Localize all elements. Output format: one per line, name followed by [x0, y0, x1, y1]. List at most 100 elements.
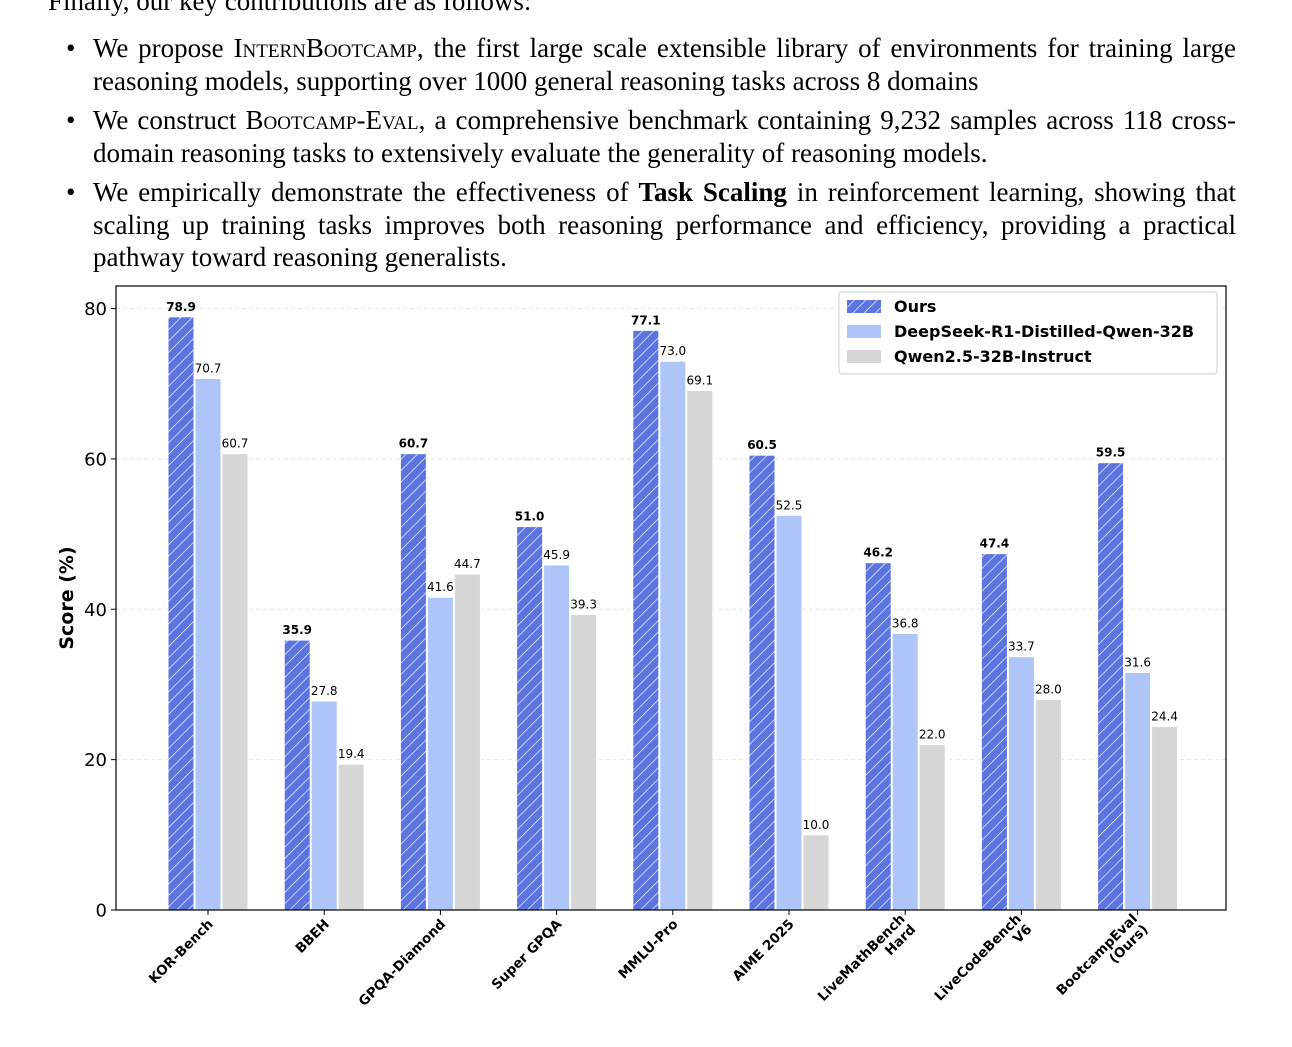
x-tick-label-line: GPQA-Diamond — [356, 916, 449, 1009]
legend: Ours DeepSeek-R1-Distilled-Qwen-32B Qwen2.… — [838, 291, 1218, 375]
bar-2-7 — [1034, 698, 1062, 911]
legend-label-2: Qwen2.5-32B-Instruct — [894, 347, 1092, 366]
x-tick-label-line: LiveMathBench — [815, 911, 909, 1005]
data-label-0-2: 60.7 — [399, 437, 429, 451]
bar-hatch-0-0 — [168, 316, 194, 910]
data-label-1-5: 52.5 — [776, 498, 803, 512]
data-label-0-3: 51.0 — [515, 510, 545, 524]
data-labels: 78.9 35.9 60.7 51.0 77.1 60.5 46.2 47.4 59.5 70.7… — [166, 300, 1178, 832]
x-tick-label-4: MMLU-Pro — [615, 916, 681, 982]
bullet1-name-part1: Intern — [233, 33, 306, 63]
legend-swatch-hatch-0 — [847, 300, 881, 313]
bullet3-post: in reinforcement learning, showing that … — [93, 177, 1237, 272]
legend-label-1: DeepSeek-R1-Distilled-Qwen-32B — [894, 322, 1194, 341]
x-tick-label-7: LiveCodeBenchV6 — [932, 911, 1036, 1015]
data-label-2-6: 22.0 — [919, 728, 946, 742]
legend-box — [838, 291, 1218, 375]
data-label-1-4: 73.0 — [659, 344, 686, 358]
bar-hatch-0-4 — [632, 330, 659, 910]
data-label-1-3: 45.9 — [543, 548, 570, 562]
data-label-2-3: 39.3 — [570, 598, 597, 612]
bar-1-5 — [775, 514, 803, 911]
x-tick-label-line: KOR-Bench — [146, 916, 217, 987]
data-label-0-8: 59.5 — [1096, 446, 1126, 460]
x-tick-label-6: LiveMathBenchHard — [815, 911, 919, 1015]
data-label-2-2: 44.7 — [454, 557, 481, 571]
data-label-0-4: 77.1 — [631, 313, 661, 327]
data-label-2-7: 28.0 — [1035, 682, 1062, 696]
bullet2-pre: We construct — [93, 105, 246, 135]
bar-hatch-0-8 — [1097, 462, 1124, 910]
x-tick-label-5: AIME 2025 — [729, 916, 797, 984]
y-tick-label-60: 60 — [84, 449, 107, 470]
data-label-2-8: 24.4 — [1151, 710, 1178, 724]
data-label-0-5: 60.5 — [747, 438, 777, 452]
bar-1-0 — [194, 377, 222, 911]
data-label-0-6: 46.2 — [863, 546, 893, 560]
bullet2-name-separator: - — [356, 105, 366, 135]
bar-hatch-0-6 — [865, 562, 892, 910]
y-tick-label-20: 20 — [84, 750, 107, 771]
data-label-1-7: 33.7 — [1008, 640, 1035, 654]
bullet1-post: , the first large scale extensible libra… — [93, 33, 1236, 96]
bar-2-5 — [802, 834, 830, 911]
bar-1-4 — [659, 360, 687, 911]
plot-frame — [115, 285, 1227, 911]
bar-1-2 — [426, 596, 454, 911]
x-tick-label-line: AIME 2025 — [729, 916, 797, 984]
bar-1-1 — [310, 700, 338, 911]
bullet2-name-part1: Bootcamp — [245, 105, 357, 135]
bullet2-post: , a comprehensive benchmark containing 9… — [93, 105, 1237, 168]
bar-2-3 — [570, 614, 598, 911]
data-label-2-0: 60.7 — [222, 437, 249, 451]
bar-hatch-0-3 — [516, 526, 543, 910]
y-tick-label-80: 80 — [84, 299, 107, 320]
y-tick-label-40: 40 — [84, 600, 107, 621]
bar-hatch-0-7 — [981, 553, 1008, 910]
legend-label-0: Ours — [894, 297, 936, 316]
x-tick-label-line: Super GPQA — [489, 916, 566, 993]
data-label-0-1: 35.9 — [282, 623, 312, 637]
legend-swatch-2 — [847, 350, 881, 363]
x-tick-label-8: BootcampEval(Ours) — [1053, 911, 1151, 1009]
y-tick-label-0: 0 — [96, 901, 107, 922]
bar-hatch-0-1 — [284, 640, 311, 910]
data-label-1-0: 70.7 — [195, 361, 222, 375]
bar-1-6 — [891, 632, 919, 911]
x-tick-label-line: BBEH — [292, 916, 332, 956]
bar-2-0 — [221, 453, 249, 911]
contribution-bullet-1: We propose InternBootcamp, the first lar… — [60, 32, 1236, 97]
bar-2-2 — [453, 573, 481, 911]
x-tick-label-line: MMLU-Pro — [615, 916, 681, 982]
bar-2-1 — [337, 763, 365, 911]
data-label-0-0: 78.9 — [166, 300, 196, 314]
y-axis-label: Score (%) — [56, 546, 78, 649]
legend-swatch-1 — [847, 325, 881, 338]
x-tick-label-1: BBEH — [292, 916, 332, 956]
data-label-2-5: 10.0 — [803, 818, 830, 832]
x-tick-label-line: LiveCodeBench — [932, 911, 1025, 1004]
x-tick-label-3: Super GPQA — [489, 916, 566, 993]
contribution-bullet-3: We empirically demonstrate the effective… — [60, 176, 1236, 274]
bullet1-name-part2: Bootcamp — [305, 33, 417, 63]
x-tick-label-2: GPQA-Diamond — [356, 916, 449, 1009]
bar-hatch-0-2 — [400, 453, 427, 910]
bar-1-3 — [543, 564, 571, 911]
data-label-1-1: 27.8 — [311, 684, 338, 698]
bar-2-8 — [1151, 726, 1179, 911]
bar-1-7 — [1007, 656, 1035, 911]
contributions-list: We propose InternBootcamp, the first lar… — [60, 32, 1236, 281]
bullet2-name-part2: Eval — [365, 105, 419, 135]
data-label-2-4: 69.1 — [686, 374, 713, 388]
data-label-0-7: 47.4 — [980, 537, 1010, 551]
data-label-1-8: 31.6 — [1124, 655, 1151, 669]
data-label-1-2: 41.6 — [427, 580, 454, 594]
x-tick-label-0: KOR-Bench — [146, 916, 217, 987]
data-label-1-6: 36.8 — [892, 616, 919, 630]
bar-1-8 — [1124, 671, 1152, 911]
data-label-2-1: 19.4 — [338, 747, 365, 761]
bullet3-bold-term: Task Scaling — [638, 177, 787, 207]
contribution-bullet-2: We construct Bootcamp-Eval, a comprehens… — [60, 104, 1236, 169]
bar-2-4 — [686, 390, 714, 911]
